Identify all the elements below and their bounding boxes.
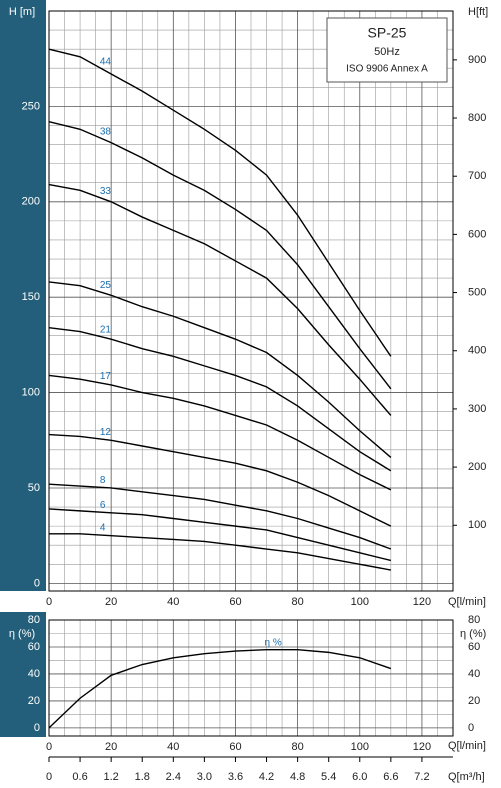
x2-tick-label: 3.0 <box>197 771 212 783</box>
curve <box>48 374 392 491</box>
curve-label: 33 <box>100 186 112 197</box>
x2-tick-label: 3.6 <box>228 771 243 783</box>
info-box <box>326 17 448 83</box>
y2-tick-label: 200 <box>468 461 486 473</box>
curve-label: 6 <box>100 500 106 511</box>
y2-tick-label: 400 <box>468 345 486 357</box>
curve-label: 38 <box>100 126 112 137</box>
x2-tick-label: 5.4 <box>321 771 336 783</box>
y-tick-label: 80 <box>28 614 40 626</box>
info-text: ISO 9906 Annex A <box>346 64 428 75</box>
curve <box>49 533 391 571</box>
y2-tick-label: 100 <box>468 519 486 531</box>
x-tick-label: 80 <box>291 741 303 753</box>
x-tick-label: 60 <box>229 596 241 608</box>
x-tick-label: 60 <box>229 741 241 753</box>
info-text: 50Hz <box>374 46 400 58</box>
x2-tick-label: 1.8 <box>135 771 150 783</box>
y2-tick-label: 500 <box>468 286 486 298</box>
curve <box>48 281 392 458</box>
y-tick-label: 100 <box>22 386 40 398</box>
x2-tick-label: 6.6 <box>383 771 398 783</box>
x-tick-label: 40 <box>167 596 179 608</box>
x-axis-label: Q[l/min] <box>448 596 486 608</box>
y-tick-label-right: 80 <box>468 614 480 626</box>
x-axis-label: Q[l/min] <box>448 740 486 752</box>
curve-label: 17 <box>100 371 112 382</box>
y2-tick-label: 900 <box>468 54 486 66</box>
curve <box>48 433 392 527</box>
y-tick-label: 150 <box>22 291 40 303</box>
x-tick-label: 120 <box>413 741 431 753</box>
x2-tick-label: 4.2 <box>259 771 274 783</box>
x2-axis-label: Q[m³/h] <box>448 771 485 783</box>
x-tick-label: 0 <box>46 596 52 608</box>
curve-label: η % <box>265 637 282 648</box>
curve <box>48 327 392 472</box>
left-band <box>0 0 46 591</box>
x-tick-label: 0 <box>46 741 52 753</box>
y-tick-label: 60 <box>28 641 40 653</box>
curve-label: 44 <box>100 56 112 67</box>
x-tick-label: 20 <box>105 596 117 608</box>
x2-tick-label: 6.0 <box>352 771 367 783</box>
y2-tick-label: 800 <box>468 112 486 124</box>
y-tick-label: 250 <box>22 100 40 112</box>
x2-tick-label: 0 <box>46 771 52 783</box>
x2-tick-label: 0.6 <box>72 771 87 783</box>
x2-tick-label: 7.2 <box>414 771 429 783</box>
y2-tick-label: 700 <box>468 170 486 182</box>
y-axis-label: H [m] <box>9 6 35 18</box>
y-tick-label: 0 <box>34 577 40 589</box>
x2-tick-label: 2.4 <box>166 771 181 783</box>
y-tick-label: 200 <box>22 196 40 208</box>
y2-tick-label: 300 <box>468 403 486 415</box>
y-axis-label: η (%) <box>9 628 35 640</box>
x-tick-label: 100 <box>351 741 369 753</box>
y-tick-label: 20 <box>28 695 40 707</box>
curve <box>48 648 392 729</box>
info-text: SP-25 <box>368 25 407 41</box>
curve <box>48 183 392 416</box>
x-tick-label: 100 <box>351 596 369 608</box>
curve-label: 4 <box>100 523 106 534</box>
y-tick-label: 0 <box>34 722 40 734</box>
curve-label: 21 <box>100 325 112 336</box>
plot-frame <box>48 10 454 592</box>
y-tick-label-right: 60 <box>468 641 480 653</box>
plot-frame <box>48 619 454 737</box>
curve <box>48 483 392 550</box>
x2-tick-label: 1.2 <box>104 771 119 783</box>
curve-label: 8 <box>100 475 106 486</box>
y-tick-label-right: 0 <box>468 722 474 734</box>
curve <box>48 120 392 390</box>
curve-label: 25 <box>100 280 112 291</box>
y2-axis-label: H[ft] <box>468 6 488 18</box>
y2-tick-label: 600 <box>468 228 486 240</box>
x2-tick-label: 4.8 <box>290 771 305 783</box>
y-tick-label: 50 <box>28 482 40 494</box>
y-tick-label-right: 20 <box>468 695 480 707</box>
curve-label: 12 <box>100 427 112 438</box>
y-axis-label-right: η (%) <box>460 628 486 640</box>
x-tick-label: 120 <box>413 596 431 608</box>
y-tick-label: 40 <box>28 668 40 680</box>
curve <box>48 48 392 357</box>
left-band <box>0 612 46 737</box>
x-tick-label: 80 <box>291 596 303 608</box>
x-tick-label: 20 <box>105 741 117 753</box>
x-tick-label: 40 <box>167 741 179 753</box>
curve <box>48 508 392 562</box>
y-tick-label-right: 40 <box>468 668 480 680</box>
